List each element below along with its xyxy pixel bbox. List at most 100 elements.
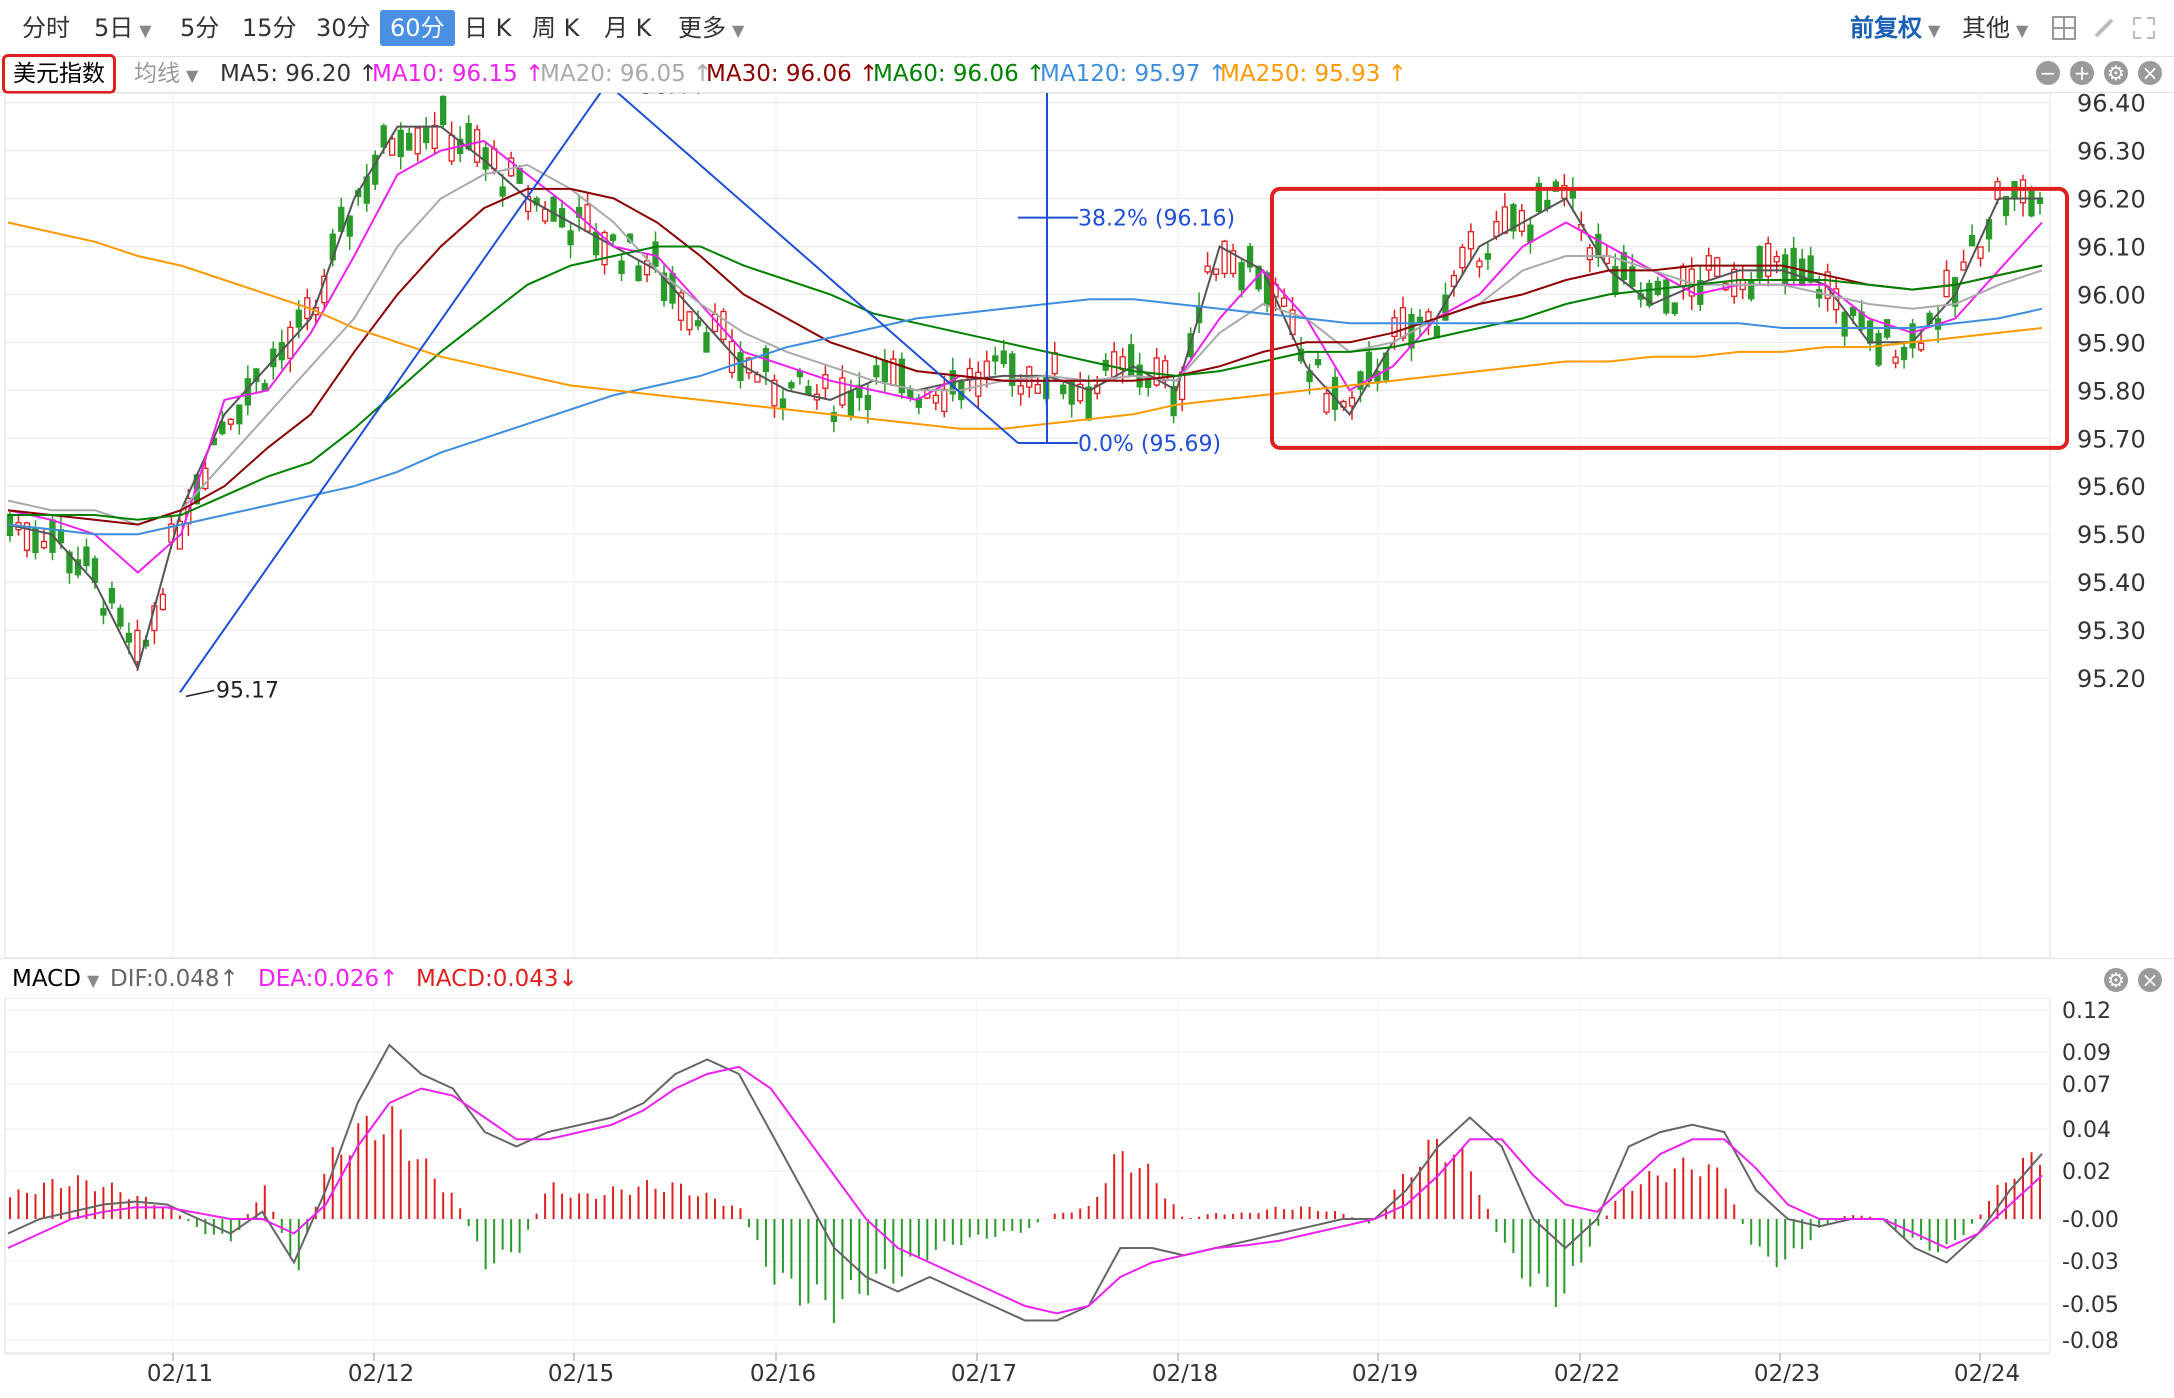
annotation-label: 0.0% (95.69) (1078, 432, 1221, 457)
candle-body (2002, 196, 2010, 217)
ma-line-ma10 (7, 139, 2043, 574)
candle-body (397, 129, 404, 158)
tab-label: 日 K (464, 14, 512, 42)
candle-body (1170, 385, 1177, 417)
candle-body (1476, 260, 1483, 268)
candle-body (1111, 351, 1118, 380)
x-tick-label: 02/15 (548, 1361, 614, 1387)
adjust-dropdown[interactable]: 前复权 ▼ (1850, 14, 1941, 42)
close-icon[interactable]: × (2138, 968, 2162, 992)
candle-body (847, 390, 855, 417)
annotation-arrow (185, 689, 215, 698)
candle-body (1671, 302, 1678, 314)
candle-body (1034, 383, 1041, 394)
candle-body (482, 147, 489, 170)
candle-body (686, 311, 693, 331)
chevron-down-icon: ▼ (2016, 21, 2029, 40)
candle-body (295, 309, 302, 328)
chevron-down-icon: ▼ (139, 21, 152, 40)
candle-body (1450, 274, 1458, 287)
y-tick-label: 95.30 (2077, 617, 2146, 645)
macd-chart[interactable]: 0.12 0.09 0.07 0.04 0.02 -0.00 -0.03 -0.05 -0.08 (0, 998, 2174, 1353)
y-tick-label: 95.20 (2077, 665, 2146, 693)
candle-body (1875, 333, 1882, 366)
candle-body (202, 467, 209, 490)
ma-type-dropdown[interactable]: 均线 ▼ (134, 61, 199, 87)
tab-3[interactable]: 15分 (232, 10, 307, 46)
y-tick-label: 95.60 (2077, 473, 2146, 501)
tab-9[interactable]: 更多 ▼ (668, 10, 754, 46)
candle-body (431, 124, 438, 150)
candle-body (1212, 268, 1220, 275)
ma-legend-item: MA20: 96.05 ↑ (540, 61, 713, 87)
x-tick-label: 02/19 (1352, 1361, 1418, 1387)
candle-body (864, 394, 872, 411)
draw-pen-icon[interactable] (2092, 16, 2116, 40)
tab-5[interactable]: 60分 (380, 10, 455, 46)
candle-body (728, 340, 736, 374)
candle-body (1085, 386, 1092, 421)
candle-body (550, 196, 557, 222)
candle-body (1765, 242, 1772, 277)
tab-2[interactable]: 5分 (170, 10, 229, 46)
candle-body (57, 529, 65, 544)
y-tick-label: 95.40 (2077, 569, 2146, 597)
candle-body (1280, 297, 1288, 307)
macd-frame (4, 998, 2051, 1353)
candle-body (677, 292, 685, 321)
tab-6[interactable]: 日 K (454, 10, 521, 46)
candle-body (1331, 376, 1339, 410)
price-chart[interactable]: 96.40 96.30 96.20 96.10 96.00 95.90 95.80 95.70… (0, 93, 2174, 958)
candle-body (1917, 342, 1925, 351)
gear-icon[interactable]: ⚙ (2104, 61, 2128, 85)
candle-body (907, 388, 914, 399)
candle-body (40, 540, 48, 549)
fullscreen-icon[interactable] (2132, 16, 2156, 40)
tab-8[interactable]: 月 K (594, 10, 661, 46)
chevron-down-icon: ▼ (732, 21, 745, 40)
candle-body (1051, 352, 1058, 375)
plus-icon[interactable]: + (2070, 61, 2094, 85)
other-dropdown[interactable]: 其他 ▼ (1962, 14, 2029, 42)
candle-body (1348, 397, 1356, 407)
candle-body (1535, 182, 1543, 212)
candle-body (414, 127, 421, 155)
candle-body (584, 204, 591, 232)
tab-label: 周 K (532, 14, 580, 42)
trend-line[interactable] (179, 93, 1019, 693)
candle-body (1246, 245, 1254, 268)
candle-body (1892, 356, 1899, 364)
x-tick-label: 02/12 (348, 1361, 414, 1387)
symbol-name[interactable]: 美元指数 (2, 54, 116, 94)
tab-1[interactable]: 5日 ▼ (84, 10, 162, 46)
candle-body (1968, 234, 1976, 247)
candle-body (1153, 357, 1160, 386)
candle-body (1323, 392, 1330, 413)
candle-body (108, 587, 116, 604)
candle-body (830, 412, 838, 422)
tab-4[interactable]: 30分 (306, 10, 381, 46)
tab-7[interactable]: 周 K (522, 10, 589, 46)
dea-line (7, 1065, 2043, 1315)
gear-icon[interactable]: ⚙ (2104, 968, 2128, 992)
macd-indicator-dropdown[interactable]: MACD ▼ (12, 966, 100, 992)
candle-body (1467, 231, 1475, 250)
ma-line-ma60 (8, 245, 2043, 521)
grid-layout-icon[interactable] (2052, 16, 2076, 40)
minus-icon[interactable]: − (2036, 61, 2060, 85)
y-tick-label: 95.50 (2077, 521, 2146, 549)
candle-body (23, 522, 31, 551)
y-tick-label: 96.10 (2077, 233, 2146, 261)
y-tick-label: -0.05 (2062, 1293, 2119, 1318)
candle-body (1314, 358, 1322, 366)
candle-body (1060, 384, 1067, 395)
tab-label: 月 K (604, 14, 652, 42)
close-icon[interactable]: × (2138, 61, 2162, 85)
candle-body (881, 359, 889, 383)
candle-body (1068, 381, 1075, 405)
candle-body (380, 125, 387, 148)
candle-body (983, 360, 990, 379)
tab-0[interactable]: 分时 (12, 10, 80, 46)
tab-label: 分时 (22, 14, 70, 42)
candle-body (389, 138, 396, 156)
